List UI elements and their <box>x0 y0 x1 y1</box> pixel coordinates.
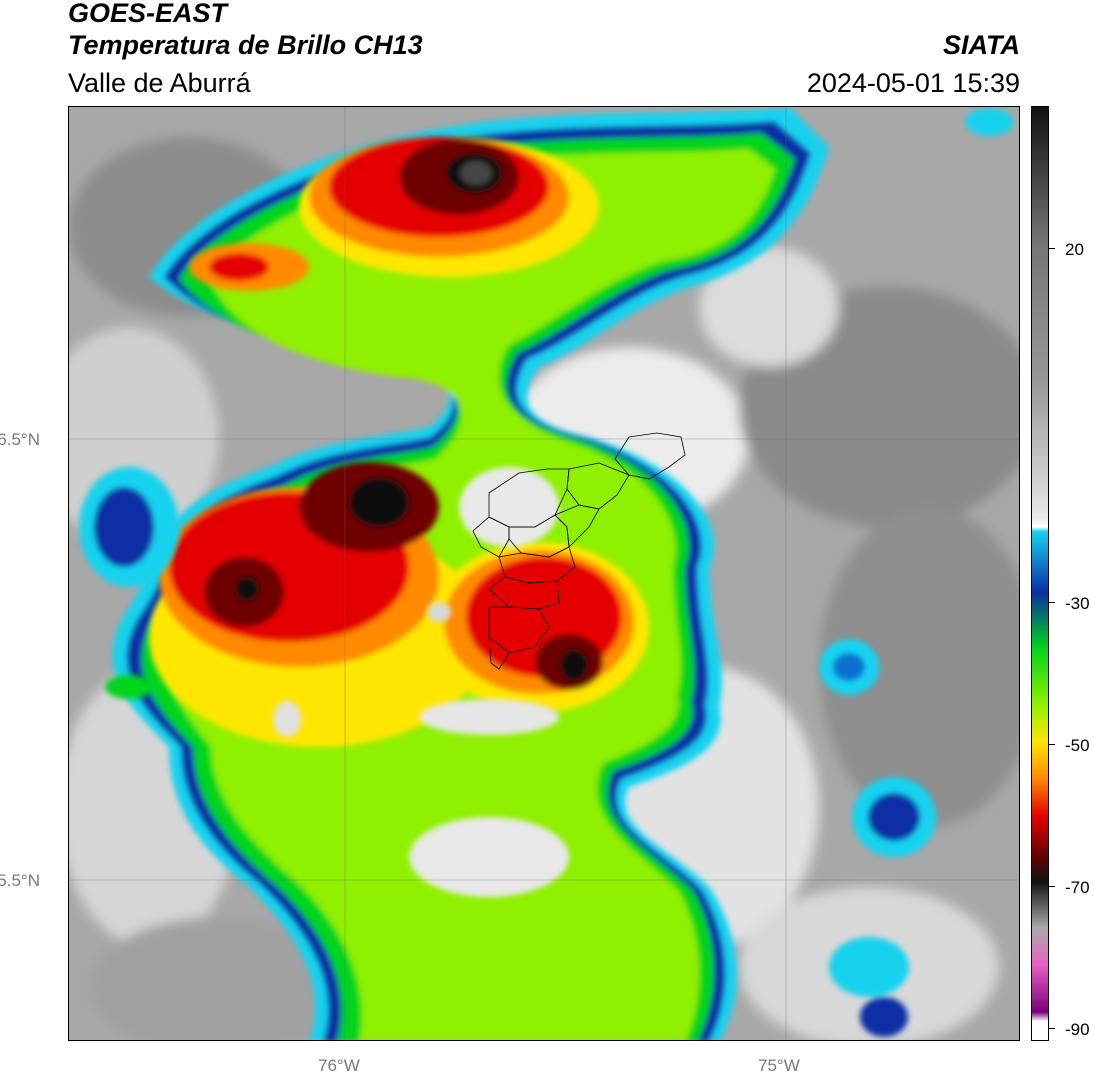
municipal-boundaries <box>472 432 686 670</box>
region-subtitle: Valle de Aburrá <box>68 68 251 98</box>
colorbar-label: -70 <box>1065 878 1090 897</box>
satellite-map <box>68 106 1020 1041</box>
colorbar-label: -90 <box>1065 1020 1090 1039</box>
colorbar-tick <box>1049 886 1055 887</box>
lat-label-6-5n: 6.5°N <box>0 430 40 449</box>
lat-label-5-5n: 5.5°N <box>0 871 40 890</box>
timestamp-label: 2024-05-01 15:39 <box>806 68 1020 98</box>
colorbar-label: 20 <box>1065 240 1084 259</box>
colorbar-tick <box>1049 744 1055 745</box>
lon-label-76w: 76°W <box>318 1056 360 1075</box>
satellite-title: GOES-EAST <box>68 0 228 28</box>
graticule <box>69 107 1019 1040</box>
product-title: Temperatura de Brillo CH13 <box>68 30 423 60</box>
isolated-cells <box>79 108 1013 1037</box>
colorbar-tick <box>1049 1028 1055 1029</box>
temperature-colorbar <box>1031 106 1049 1041</box>
colorbar-label: -30 <box>1065 594 1090 613</box>
colorbar-tick <box>1049 248 1055 249</box>
colorbar-tick <box>1049 602 1055 603</box>
colorbar-label: -50 <box>1065 736 1090 755</box>
organization-label: SIATA <box>943 30 1020 60</box>
lon-label-75w: 75°W <box>758 1056 800 1075</box>
brightness-temperature-field <box>69 107 1019 1040</box>
convective-cores <box>149 137 649 747</box>
